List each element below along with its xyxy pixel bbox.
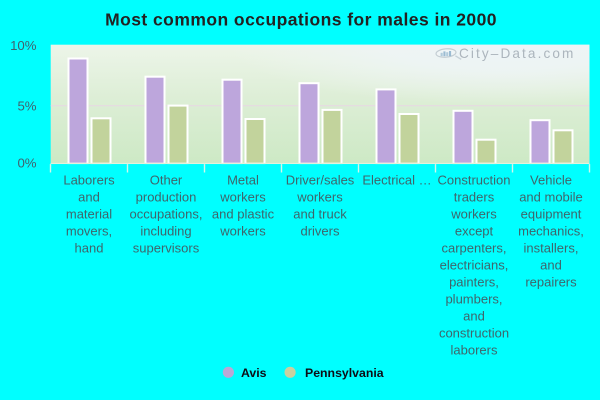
svg-text:10%: 10%	[10, 38, 37, 53]
svg-text:traders: traders	[454, 189, 495, 204]
svg-text:Construction: Construction	[438, 172, 511, 187]
svg-text:including: including	[140, 223, 191, 238]
svg-text:equipment: equipment	[521, 206, 582, 221]
svg-text:hand: hand	[75, 240, 104, 255]
svg-text:supervisors: supervisors	[133, 240, 200, 255]
svg-text:carpenters,: carpenters,	[441, 240, 506, 255]
svg-text:Pennsylvania: Pennsylvania	[305, 366, 384, 380]
svg-text:mechanics,: mechanics,	[518, 223, 584, 238]
svg-text:material: material	[66, 206, 112, 221]
svg-text:workers: workers	[296, 189, 343, 204]
svg-text:0%: 0%	[17, 155, 36, 170]
svg-text:Vehicle: Vehicle	[530, 172, 572, 187]
svg-text:electricians,: electricians,	[440, 257, 509, 272]
svg-text:Avis: Avis	[241, 366, 267, 380]
svg-text:occupations,: occupations,	[130, 206, 203, 221]
svg-text:production: production	[136, 189, 197, 204]
svg-text:except: except	[455, 223, 494, 238]
svg-text:workers: workers	[219, 223, 266, 238]
svg-text:workers: workers	[219, 189, 266, 204]
svg-text:and truck: and truck	[293, 206, 347, 221]
svg-text:plumbers,: plumbers,	[445, 291, 502, 306]
svg-text:and mobile: and mobile	[519, 189, 583, 204]
svg-text:and: and	[78, 189, 100, 204]
svg-text:and: and	[463, 308, 485, 323]
svg-text:and: and	[540, 257, 562, 272]
svg-text:Metal: Metal	[227, 172, 259, 187]
svg-text:installers,: installers,	[524, 240, 579, 255]
svg-text:Electrical …: Electrical …	[362, 172, 431, 187]
svg-text:repairers: repairers	[525, 274, 577, 289]
svg-text:painters,: painters,	[449, 274, 499, 289]
svg-text:workers: workers	[450, 206, 497, 221]
svg-text:drivers: drivers	[300, 223, 340, 238]
svg-text:Other: Other	[150, 172, 183, 187]
svg-text:5%: 5%	[17, 98, 36, 113]
svg-text:Laborers: Laborers	[63, 172, 115, 187]
svg-text:City–Data.com: City–Data.com	[459, 46, 575, 61]
svg-text:movers,: movers,	[66, 223, 112, 238]
svg-text:Most common occupations for ma: Most common occupations for males in 200…	[105, 9, 497, 29]
svg-text:laborers: laborers	[451, 342, 498, 357]
svg-text:construction: construction	[439, 325, 509, 340]
svg-text:Driver/sales: Driver/sales	[286, 172, 355, 187]
svg-text:and plastic: and plastic	[212, 206, 275, 221]
